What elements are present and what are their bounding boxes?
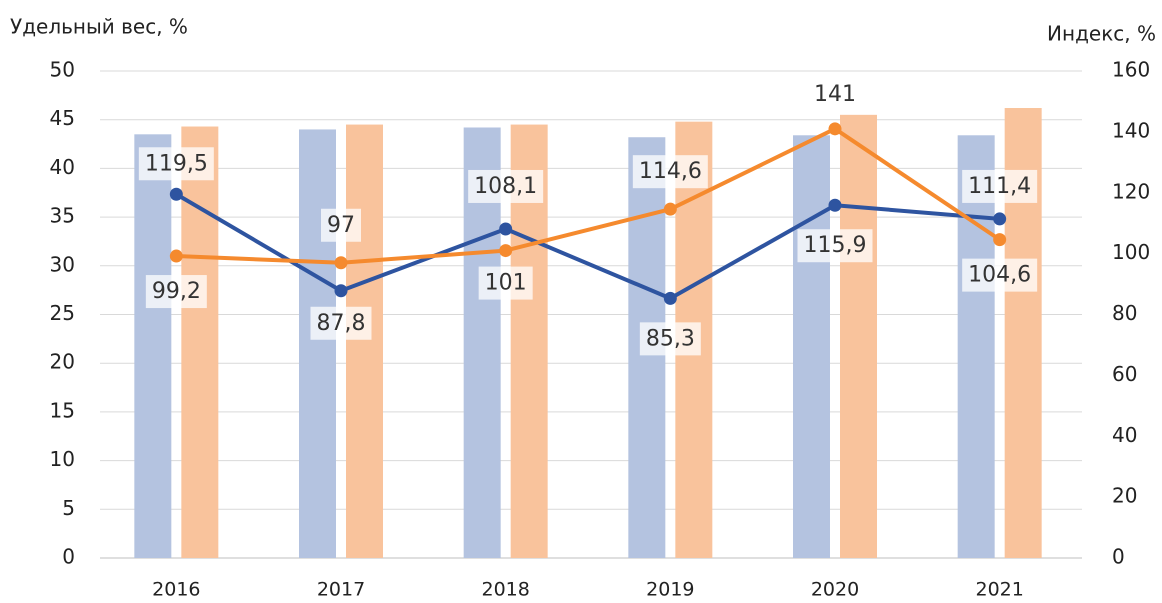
- y-tick-label: 0: [62, 545, 75, 569]
- data-label-bg: [468, 169, 544, 203]
- marker: [169, 249, 183, 263]
- data-label: 115,9: [804, 233, 867, 258]
- y-tick-label: 40: [50, 155, 75, 179]
- y2-tick-label: 80: [1112, 301, 1137, 325]
- x-tick-label: 2017: [317, 579, 365, 601]
- data-label-group: 115,9: [797, 229, 873, 263]
- marker: [663, 202, 677, 216]
- x-tick-label: 2018: [481, 579, 529, 601]
- bar: [840, 114, 877, 558]
- y-tick-label: 20: [50, 350, 75, 374]
- y-tick-label: 50: [50, 58, 75, 82]
- marker: [828, 198, 842, 212]
- data-label-group: 111,4: [962, 169, 1038, 203]
- data-label-group: 101: [478, 266, 533, 300]
- data-label-bg: [962, 258, 1038, 292]
- data-label-bg: [797, 229, 873, 263]
- y-tick-label: 5: [62, 496, 75, 520]
- marker: [499, 222, 513, 236]
- data-label: 114,6: [639, 159, 702, 184]
- data-label-bg: [478, 266, 533, 300]
- data-label-bg: [639, 322, 701, 356]
- data-label: 141: [814, 82, 856, 107]
- data-label-bg: [310, 306, 372, 340]
- data-label-bg: [145, 275, 207, 309]
- data-label-bg: [138, 147, 214, 181]
- data-label: 108,1: [474, 174, 537, 199]
- y2-tick-label: 40: [1112, 423, 1137, 447]
- data-label-group: 99,2: [145, 275, 207, 309]
- y-axis-title: Удельный вес, %: [10, 15, 188, 39]
- y2-tick-label: 120: [1112, 179, 1150, 203]
- marker: [334, 256, 348, 270]
- data-label: 99,2: [152, 279, 201, 304]
- line: [175, 192, 1000, 301]
- line: [176, 126, 1001, 265]
- bar: [793, 135, 830, 558]
- y-tick-label: 10: [50, 447, 75, 471]
- y-tick-label: 30: [50, 252, 75, 276]
- data-label: 101: [485, 271, 527, 296]
- marker: [663, 291, 677, 305]
- x-tick-label: 2020: [811, 579, 859, 601]
- y2-tick-label: 0: [1112, 545, 1125, 569]
- y2-tick-label: 20: [1112, 484, 1137, 508]
- y2-axis-title: Индекс, %: [1047, 22, 1156, 46]
- y2-tick-label: 100: [1112, 240, 1150, 264]
- data-label-bg: [962, 169, 1038, 203]
- data-label-group: 114,6: [632, 155, 708, 189]
- data-label-group: 85,3: [639, 322, 701, 356]
- marker: [993, 233, 1007, 247]
- marker: [169, 187, 183, 201]
- y-tick-label: 25: [50, 301, 75, 325]
- data-label-group: 119,5: [138, 147, 214, 181]
- bar: [957, 135, 995, 558]
- bar: [134, 134, 172, 558]
- data-label: 85,3: [646, 326, 695, 351]
- bar: [181, 126, 219, 558]
- marker: [828, 122, 842, 136]
- data-label: 97: [327, 213, 355, 238]
- x-tick-label: 2016: [152, 579, 200, 601]
- x-tick-label: 2021: [975, 579, 1023, 601]
- y2-tick-label: 140: [1112, 118, 1150, 142]
- marker: [499, 244, 513, 258]
- data-label: 104,6: [968, 263, 1031, 288]
- data-label: 111,4: [968, 174, 1031, 199]
- y2-tick-label: 60: [1112, 362, 1137, 386]
- data-label-group: 87,8: [310, 306, 372, 340]
- data-label: 119,5: [145, 151, 208, 176]
- y-tick-label: 45: [50, 106, 75, 130]
- data-label-group: 97: [321, 208, 361, 242]
- marker: [993, 212, 1007, 226]
- marker: [334, 284, 348, 298]
- data-label-bg: [632, 155, 708, 189]
- y-tick-label: 15: [50, 398, 75, 422]
- bar: [299, 129, 336, 558]
- x-tick-label: 2019: [646, 579, 694, 601]
- data-label: 87,8: [317, 311, 366, 336]
- y-tick-label: 35: [50, 204, 75, 228]
- bar: [346, 124, 383, 558]
- data-label-bg: [808, 77, 862, 111]
- data-label-group: 104,6: [962, 258, 1038, 292]
- data-label-group: 108,1: [468, 169, 544, 203]
- data-label-group: 141: [808, 77, 862, 111]
- y2-tick-label: 160: [1112, 58, 1150, 82]
- data-label-bg: [321, 208, 361, 242]
